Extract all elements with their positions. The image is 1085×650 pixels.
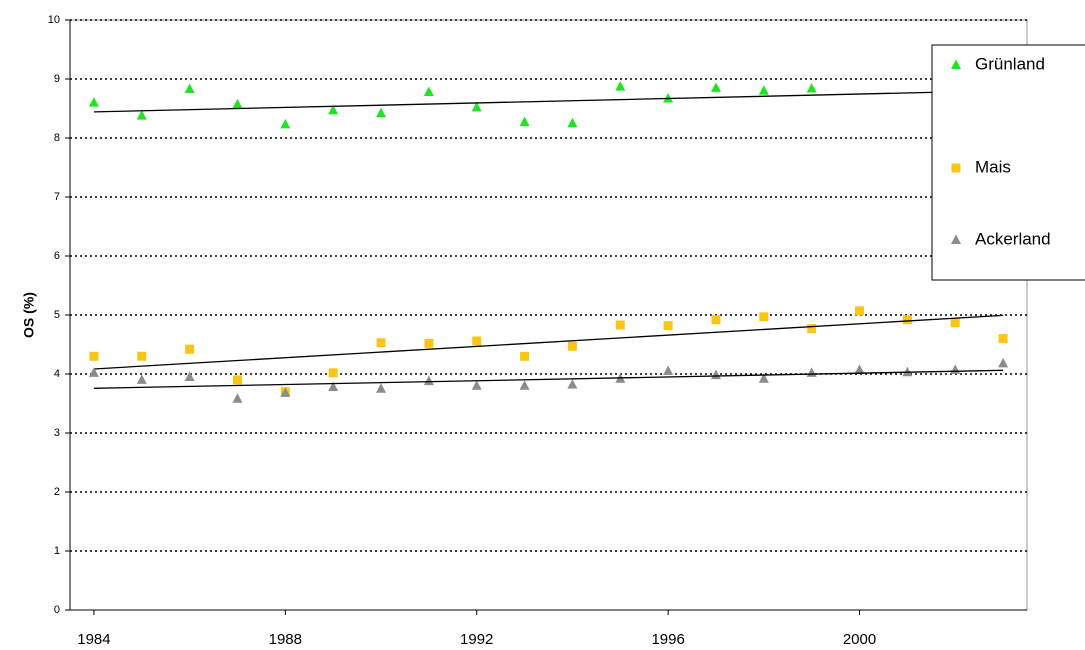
data-point — [663, 365, 674, 376]
trend-line — [93, 369, 1004, 389]
x-tick-label: 2000 — [843, 631, 876, 648]
y-tick-label: 0 — [54, 604, 60, 616]
data-point — [806, 367, 817, 377]
x-tick-label: 1992 — [460, 631, 493, 648]
data-point — [711, 315, 721, 325]
data-point — [663, 92, 674, 103]
data-point — [902, 366, 913, 377]
y-tick-label: 8 — [54, 132, 60, 144]
legend-marker — [951, 234, 961, 244]
data-point — [88, 97, 99, 107]
data-point — [998, 334, 1008, 344]
data-point — [998, 357, 1009, 368]
data-point — [519, 380, 530, 390]
y-tick-label: 2 — [54, 486, 60, 498]
x-tick-label: 1996 — [651, 631, 684, 648]
legend-marker — [951, 163, 961, 173]
data-point — [376, 338, 386, 348]
data-point — [88, 367, 99, 377]
y-tick-label: 4 — [54, 368, 60, 380]
data-point — [950, 364, 961, 374]
y-tick-label: 6 — [54, 250, 60, 262]
y-tick-label: 7 — [54, 191, 60, 203]
data-point — [280, 118, 291, 129]
data-point — [89, 351, 99, 361]
y-tick-label: 5 — [54, 309, 60, 321]
data-point — [663, 321, 673, 331]
data-point — [136, 374, 147, 384]
data-point — [137, 351, 147, 361]
data-point — [424, 338, 434, 348]
legend-label: Grünland — [975, 54, 1045, 73]
data-point — [280, 387, 291, 397]
data-point — [471, 101, 482, 112]
y-axis-title: OS (%) — [21, 292, 37, 338]
trend-line — [93, 90, 1004, 113]
x-tick-label: 1984 — [77, 631, 110, 648]
data-point — [807, 324, 817, 334]
data-point — [423, 375, 434, 386]
data-point — [950, 318, 960, 328]
data-point — [328, 381, 339, 391]
data-point — [472, 336, 482, 346]
data-point — [185, 344, 195, 354]
y-tick-label: 1 — [54, 545, 60, 557]
data-point — [232, 375, 242, 385]
data-point — [184, 371, 195, 381]
data-point — [710, 82, 721, 92]
data-point — [758, 373, 769, 383]
trend-line — [93, 314, 1004, 370]
data-point — [758, 85, 769, 95]
data-point — [855, 306, 865, 316]
data-point — [232, 393, 243, 403]
data-point — [520, 351, 530, 361]
data-point — [902, 315, 912, 325]
data-point — [328, 104, 339, 115]
legend-label: Ackerland — [975, 229, 1051, 248]
data-point — [567, 341, 577, 351]
y-tick-label: 10 — [48, 14, 60, 26]
data-point — [376, 383, 387, 393]
y-tick-label: 3 — [54, 427, 60, 439]
x-tick-label: 1988 — [269, 631, 302, 648]
data-point — [328, 368, 338, 378]
data-point — [519, 116, 530, 127]
data-point — [136, 110, 147, 120]
data-point — [806, 82, 817, 93]
data-point — [232, 98, 243, 109]
data-point — [615, 320, 625, 330]
data-point — [854, 364, 865, 374]
data-point — [759, 312, 769, 322]
data-point — [567, 117, 578, 128]
legend-marker — [951, 59, 961, 69]
data-point — [567, 379, 578, 389]
data-point — [710, 369, 721, 380]
legend-label: Mais — [975, 157, 1011, 176]
data-point — [471, 380, 482, 390]
data-point — [615, 81, 626, 91]
data-point — [184, 83, 195, 94]
data-point — [376, 107, 387, 118]
data-point — [423, 86, 434, 96]
y-tick-label: 9 — [54, 73, 60, 85]
